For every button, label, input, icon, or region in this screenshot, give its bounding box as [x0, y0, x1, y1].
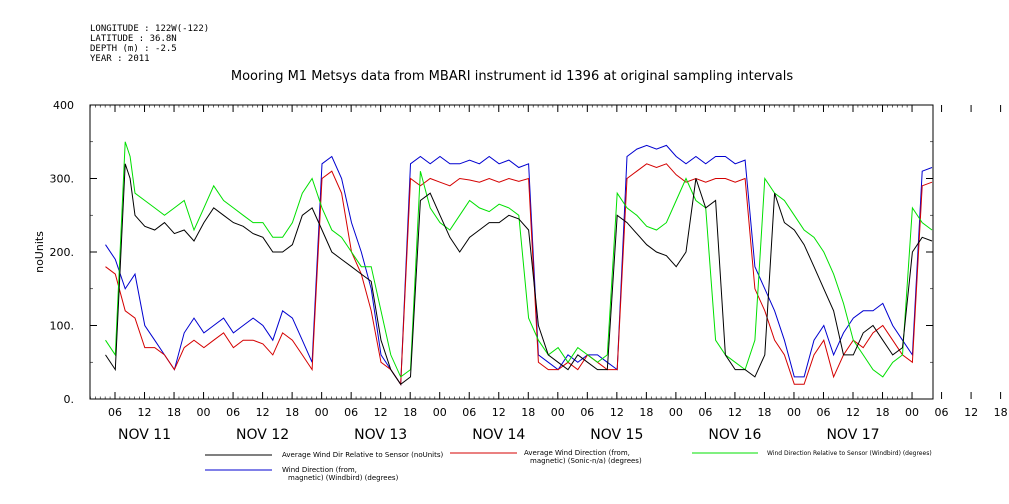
x-tick-label: 06 — [462, 406, 476, 419]
series-line — [105, 144, 933, 386]
x-tick-label: 12 — [374, 406, 388, 419]
x-tick-label: 18 — [403, 406, 417, 419]
x-tick-label: 00 — [787, 406, 801, 419]
meta-year: YEAR : 2011 — [90, 54, 150, 64]
x-tick-label: 18 — [639, 406, 653, 419]
day-label: NOV 11 — [118, 427, 171, 443]
y-tick-label: 100. — [50, 320, 75, 333]
x-tick-label: 12 — [728, 406, 742, 419]
series-line — [105, 141, 933, 378]
series-line — [105, 163, 933, 386]
legend-label-red-2: magnetic) (Sonic-n/a) (degrees) — [530, 457, 642, 465]
legend-label-green: Wind Direction Relative to Sensor (Windb… — [767, 450, 932, 457]
legend: Average Wind Dir Relative to Sensor (noU… — [205, 449, 932, 482]
legend-label-black: Average Wind Dir Relative to Sensor (noU… — [282, 451, 443, 459]
day-labels: NOV 11 NOV 12 NOV 13 NOV 14 NOV 15 NOV 16 NOV … — [118, 427, 880, 443]
x-tick-label: 12 — [256, 406, 270, 419]
meta-latitude: LATITUDE : 36.8N — [90, 34, 177, 44]
x-tick-label: 06 — [108, 406, 122, 419]
y-tick-label: 400 — [53, 99, 74, 112]
x-tick-label: 18 — [994, 406, 1008, 419]
day-label: NOV 14 — [472, 427, 525, 443]
x-tick-label: 12 — [610, 406, 624, 419]
x-tick-label: 00 — [551, 406, 565, 419]
day-label: NOV 13 — [354, 427, 407, 443]
x-tick-label: 00 — [315, 406, 329, 419]
x-tick-label: 18 — [521, 406, 535, 419]
x-tick-label: 06 — [816, 406, 830, 419]
series-lines — [105, 141, 933, 386]
x-tick-label: 18 — [167, 406, 181, 419]
day-label: NOV 17 — [826, 427, 879, 443]
y-tick-label: 200. — [50, 246, 75, 259]
x-tick-label: 06 — [580, 406, 594, 419]
x-tick-label: 00 — [669, 406, 683, 419]
legend-label-blue-1: Wind Direction (from, — [282, 466, 357, 474]
day-label: NOV 16 — [708, 427, 761, 443]
x-tick-label: 18 — [285, 406, 299, 419]
x-tick-label: 12 — [964, 406, 978, 419]
meta-longitude: LONGITUDE : 122W(-122) — [90, 24, 209, 34]
x-tick-label: 12 — [846, 406, 860, 419]
x-tick-label: 12 — [492, 406, 506, 419]
legend-label-red-1: Average Wind Direction (from, — [524, 449, 630, 457]
x-tick-label: 18 — [757, 406, 771, 419]
y-axis-label: noUnits — [33, 231, 46, 273]
x-tick-labels: 06 12 18 00 06 12 18 00 06 12 18 00 06 12 18 00 06 12 18 00… — [108, 406, 1008, 419]
series-line — [105, 163, 933, 386]
x-tick-label: 18 — [876, 406, 890, 419]
x-tick-label: 06 — [344, 406, 358, 419]
day-label: NOV 15 — [590, 427, 643, 443]
plot-frame — [89, 104, 934, 400]
chart-title: Mooring M1 Metsys data from MBARI instru… — [231, 69, 793, 84]
x-tick-label: 12 — [138, 406, 152, 419]
x-tick-label: 06 — [698, 406, 712, 419]
meta-depth: DEPTH (m) : -2.5 — [90, 44, 177, 54]
x-tick-label: 00 — [905, 406, 919, 419]
legend-label-blue-2: magnetic) (Windbird) (degrees) — [288, 474, 399, 482]
y-tick-label: 0. — [64, 393, 75, 406]
y-tick-labels: 0. 100. 200. 300. 400 — [50, 99, 75, 406]
day-label: NOV 12 — [236, 427, 289, 443]
x-tick-label: 06 — [226, 406, 240, 419]
x-tick-label: 00 — [197, 406, 211, 419]
y-tick-label: 300. — [50, 173, 75, 186]
x-tick-label: 00 — [433, 406, 447, 419]
x-tick-label: 06 — [935, 406, 949, 419]
axis-ticks — [90, 104, 1002, 400]
